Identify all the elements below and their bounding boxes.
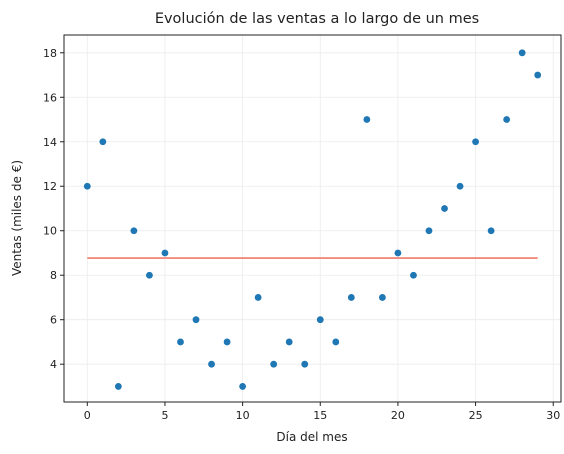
- data-point: [177, 338, 184, 346]
- data-point: [503, 116, 511, 123]
- data-point: [223, 338, 231, 346]
- points-group: [83, 49, 542, 390]
- y-axis-label: Ventas (miles de €): [10, 160, 24, 276]
- data-point: [534, 71, 542, 79]
- x-ticks: 0 5 10 15 20 25 30: [84, 402, 560, 422]
- data-point: [316, 316, 324, 324]
- data-point: [332, 338, 340, 346]
- data-point: [83, 182, 91, 190]
- y-tick-label: 14: [43, 136, 57, 149]
- data-point: [410, 271, 417, 279]
- data-point: [285, 338, 293, 346]
- data-point: [518, 49, 526, 57]
- data-point: [487, 227, 495, 235]
- x-tick-label: 5: [161, 409, 168, 422]
- x-tick-label: 0: [84, 409, 91, 422]
- data-point: [114, 383, 122, 390]
- data-point: [192, 316, 200, 324]
- data-point: [378, 294, 386, 301]
- data-point: [347, 294, 355, 301]
- chart-title: Evolución de las ventas a lo largo de un…: [155, 11, 479, 27]
- y-tick-label: 10: [43, 225, 57, 238]
- y-tick-label: 4: [50, 358, 57, 371]
- data-point: [456, 182, 464, 190]
- x-tick-label: 30: [546, 409, 560, 422]
- x-axis-label: Día del mes: [276, 430, 347, 444]
- data-point: [161, 249, 169, 257]
- data-point: [425, 227, 433, 235]
- plot-frame: [63, 34, 562, 403]
- data-point: [208, 360, 215, 368]
- data-point: [363, 116, 371, 123]
- data-point: [270, 360, 278, 368]
- y-tick-label: 8: [50, 269, 57, 282]
- y-tick-label: 6: [50, 314, 57, 327]
- x-tick-label: 15: [313, 409, 327, 422]
- y-ticks: 4 6 8 10 12 14 16 18: [43, 47, 64, 371]
- data-point: [239, 383, 247, 390]
- y-tick-label: 16: [43, 91, 57, 104]
- data-point: [394, 249, 402, 257]
- data-point: [130, 227, 138, 235]
- data-point: [472, 138, 479, 146]
- y-tick-label: 12: [43, 180, 57, 193]
- data-point: [301, 360, 309, 368]
- x-tick-label: 25: [469, 409, 483, 422]
- data-point: [99, 138, 107, 146]
- data-point: [254, 294, 262, 301]
- data-point: [441, 205, 448, 212]
- x-tick-label: 20: [391, 409, 405, 422]
- data-point: [146, 271, 153, 279]
- x-tick-label: 10: [236, 409, 250, 422]
- grid: [64, 35, 561, 402]
- y-tick-label: 18: [43, 47, 57, 60]
